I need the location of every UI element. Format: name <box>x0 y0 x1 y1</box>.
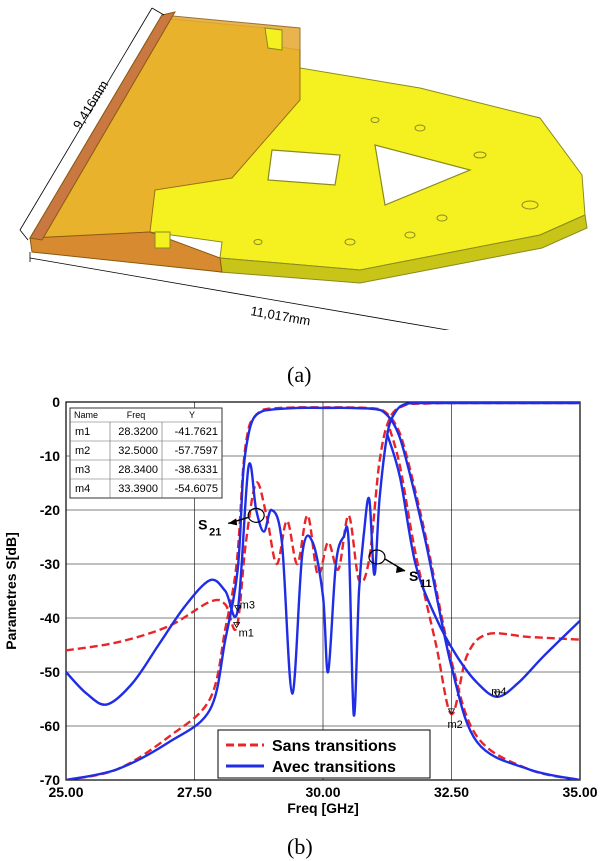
chart-markers: m1 m2 m3 m4 <box>232 600 507 731</box>
y-tick-label: -20 <box>40 502 60 518</box>
caption-a: (a) <box>287 362 312 387</box>
substrate-front-face <box>29 231 223 273</box>
s-parameter-chart: m1 m2 m3 m4 25.00 27.50 30.00 32.50 35.00 0 -10 -2… <box>3 394 598 816</box>
caption-b: (b) <box>287 834 313 859</box>
dimension-lines <box>19 7 450 330</box>
x-tick-label: 27.50 <box>177 784 212 800</box>
y-tick-label: -70 <box>40 772 60 788</box>
marker-table-header: Freq <box>127 410 146 420</box>
annotation-label-s11: S <box>409 568 418 584</box>
chart-legend: Sans transitions Avec transitions <box>217 729 431 779</box>
marker-table-header: Name <box>74 410 98 420</box>
marker-table-cell: 28.3400 <box>118 464 158 476</box>
annotation-arrowhead-s11 <box>395 565 405 573</box>
marker-table: Name Freq Ym1 28.3200 -41.7621 m2 32.5000 -57.7… <box>69 407 223 499</box>
x-tick-label: 32.50 <box>434 784 469 800</box>
marker-table-cell: m3 <box>75 464 90 476</box>
marker-table-cell: m4 <box>75 483 90 495</box>
x-tick-label: 25.00 <box>48 784 83 800</box>
marker-table-cell: m1 <box>75 426 90 438</box>
annotation-label-s21: S <box>198 516 207 532</box>
y-tick-label: -60 <box>40 718 60 734</box>
annotation-sub-s11: 11 <box>420 578 432 590</box>
marker-table-box <box>69 407 223 499</box>
marker-table-cell: 32.5000 <box>118 445 158 457</box>
marker-table-cell: -57.7597 <box>175 445 218 457</box>
y-tick-label: -10 <box>40 448 60 464</box>
x-tick-label: 30.00 <box>305 784 340 800</box>
feed-line-top <box>264 27 283 51</box>
marker-label-m2: m2 <box>448 719 463 731</box>
triangular-cutout <box>374 144 472 206</box>
marker-table-cell: -41.7621 <box>175 426 218 438</box>
marker-table-cell: -38.6331 <box>175 464 218 476</box>
y-tick-label: -30 <box>40 556 60 572</box>
marker-m3 <box>233 605 242 612</box>
marker-m4 <box>493 691 501 698</box>
legend-label-solid: Avec transitions <box>272 759 396 776</box>
y-tick-label: -50 <box>40 664 60 680</box>
chart-ticks: 25.00 27.50 30.00 32.50 35.00 0 -10 -20 -30 -40 -5… <box>40 394 598 800</box>
curve-solid-s11_tail <box>386 434 580 699</box>
rectangular-cutout <box>267 149 341 186</box>
via-holes <box>253 117 539 246</box>
board-side-face <box>219 214 588 284</box>
marker-m2 <box>447 708 456 715</box>
marker-table-cell: 33.3900 <box>118 483 158 495</box>
feed-line-bottom <box>154 231 171 249</box>
y-tick-label: 0 <box>52 394 60 410</box>
dimension-width-label: 11,017mm <box>249 303 311 328</box>
legend-label-dashed: Sans transitions <box>272 738 397 755</box>
curve-dashed-s11_tail <box>388 428 580 716</box>
x-tick-label: 35.00 <box>562 784 597 800</box>
y-tick-label: -40 <box>40 610 60 626</box>
x-axis-label: Freq [GHz] <box>287 800 359 816</box>
marker-table-cell: m2 <box>75 445 90 457</box>
marker-table-header: Y <box>189 410 195 420</box>
annotation-circle-s21 <box>247 507 265 524</box>
marker-label-m3: m3 <box>240 600 255 612</box>
marker-label-m1: m1 <box>239 628 254 640</box>
marker-table-cell: -54.6075 <box>175 483 218 495</box>
substrate-3d-figure: 9,416mm 11,017mm <box>19 7 588 330</box>
legend-box <box>217 729 431 779</box>
annotation-circle-s11 <box>368 549 386 565</box>
marker-table-cell: 28.3200 <box>118 426 158 438</box>
s-param-annotations: S 21S 11 <box>198 507 432 590</box>
marker-m1 <box>232 622 241 629</box>
chart-curves <box>66 402 580 780</box>
substrate-left-face <box>29 11 177 241</box>
annotation-sub-s21: 21 <box>209 526 221 538</box>
curve-solid-s21 <box>66 406 580 780</box>
y-axis-label: Parametres S[dB] <box>3 532 19 650</box>
curve-solid-s11 <box>66 402 580 717</box>
annotation-arrowhead-s21 <box>228 518 238 526</box>
marker-label-m4: m4 <box>491 686 506 698</box>
